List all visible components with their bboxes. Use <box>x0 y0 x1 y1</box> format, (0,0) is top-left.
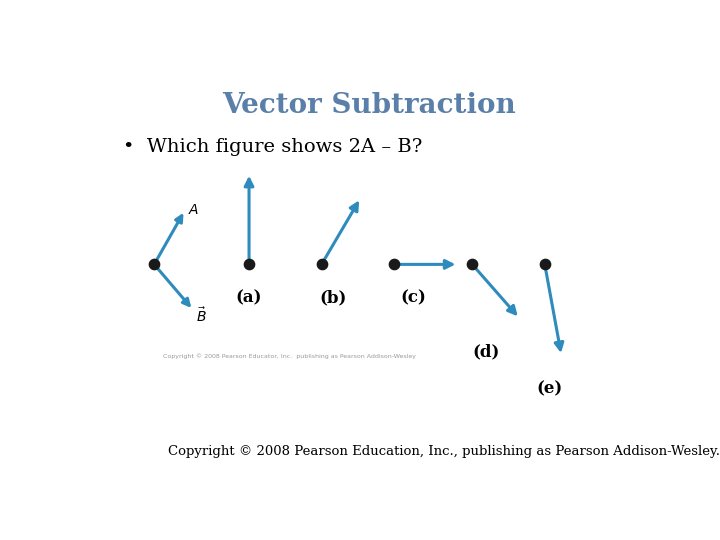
Text: (e): (e) <box>536 381 563 398</box>
Point <box>467 260 478 269</box>
Text: (c): (c) <box>400 289 426 306</box>
Point <box>316 260 328 269</box>
Text: Vector Subtraction: Vector Subtraction <box>222 92 516 119</box>
Text: Copyright © 2008 Pearson Education, Inc., publishing as Pearson Addison-Wesley.: Copyright © 2008 Pearson Education, Inc.… <box>168 445 720 458</box>
Point <box>539 260 551 269</box>
Text: $\vec{B}$: $\vec{B}$ <box>196 306 207 325</box>
Text: $\mathit{A}$: $\mathit{A}$ <box>188 202 199 217</box>
Point <box>243 260 255 269</box>
Text: •  Which figure shows 2A – B?: • Which figure shows 2A – B? <box>124 138 423 156</box>
Text: (b): (b) <box>320 289 347 306</box>
Text: (a): (a) <box>235 289 262 306</box>
Point <box>388 260 400 269</box>
Point <box>148 260 160 269</box>
Text: Copyright © 2008 Pearson Educator, Inc.  publishing as Pearson Addison-Wesley: Copyright © 2008 Pearson Educator, Inc. … <box>163 354 415 360</box>
Text: (d): (d) <box>473 343 500 360</box>
